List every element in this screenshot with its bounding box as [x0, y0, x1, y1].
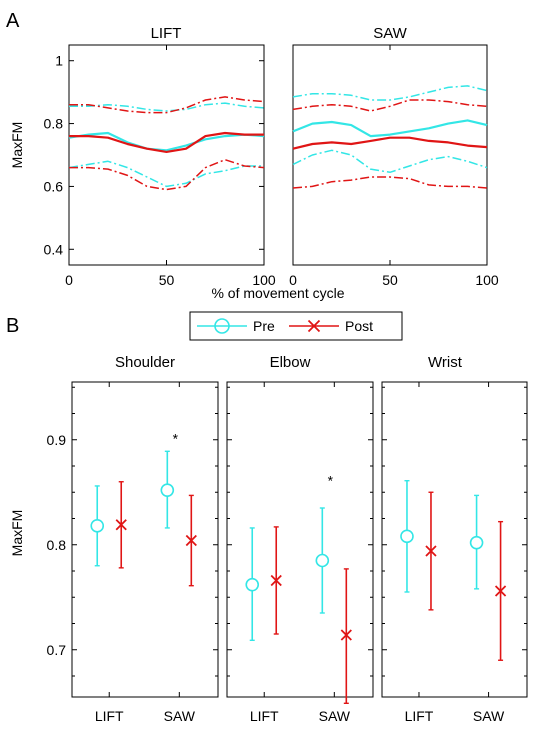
a-lift-post-mean-line-3: [69, 131, 264, 153]
a-lift-xtick-label-2: 100: [252, 272, 276, 288]
b-elbow-post-marker-1: [340, 629, 352, 641]
chart-b-elbow-plot: LIFT SAW *: [226, 381, 374, 724]
a-saw-frame: [292, 44, 488, 266]
chart-b-shoulder-plot: 0.7 0.8 0.9 LIFT SAW *: [47, 381, 219, 724]
b-shoulder-post-marker-0: [115, 519, 127, 531]
b-shoulder-pre-marker-1: [160, 483, 175, 497]
b-shoulder-ytick-label-1: 0.8: [47, 537, 67, 553]
legend-pre-marker: [214, 318, 230, 334]
chart-b-shoulder: Shoulder 0.7 0.8 0.9 LIFT SAW * MaxFM: [9, 354, 219, 724]
chart-a-lift-plot: 0.4 0.6 0.8 1 0 50 100: [44, 44, 276, 288]
chart-a-ylabel: MaxFM: [9, 122, 25, 169]
b-wrist-category-label-1: SAW: [473, 708, 505, 724]
a-lift-post-band-line-4: [69, 96, 265, 114]
b-shoulder-ytick-label-0: 0.7: [47, 642, 67, 658]
chart-a-saw: SAW 0 50 100: [289, 25, 499, 288]
a-lift-ytick-label-1: 0.6: [44, 178, 64, 194]
b-wrist-post-marker-1: [494, 585, 507, 597]
chart-b-elbow: Elbow LIFT SAW *: [226, 354, 374, 724]
legend-post-label: Post: [345, 318, 373, 334]
a-saw-xtick-label-0: 0: [289, 272, 297, 288]
chart-a-saw-plot: 0 50 100: [289, 44, 499, 288]
a-saw-pre-band-line-1: [292, 85, 488, 101]
chart-b-wrist-title: Wrist: [428, 354, 463, 371]
b-elbow-post-marker-0: [270, 574, 282, 587]
b-wrist-pre-marker-0: [400, 529, 414, 544]
b-shoulder-pre-marker-0: [90, 519, 105, 533]
b-elbow-category-label-0: LIFT: [250, 708, 279, 724]
b-shoulder-significance-mark-0: *: [173, 431, 179, 447]
chart-b-ylabel: MaxFM: [9, 510, 25, 557]
chart-b-elbow-title: Elbow: [270, 354, 311, 371]
a-lift-pre-band-line-2: [68, 160, 264, 188]
a-lift-ytick-label-3: 1: [55, 53, 63, 69]
legend: Pre Post: [189, 311, 403, 341]
b-shoulder-ytick-label-2: 0.9: [47, 432, 67, 448]
a-saw-post-band-line-5: [292, 176, 488, 189]
legend-post-marker: [307, 319, 321, 333]
b-shoulder-category-label-1: SAW: [164, 708, 196, 724]
a-saw-xtick-label-1: 50: [382, 272, 398, 288]
a-lift-xtick-label-0: 0: [65, 272, 73, 288]
a-lift-post-band-line-5: [69, 158, 265, 191]
a-lift-pre-mean-line-0: [68, 131, 265, 152]
a-lift-frame: [68, 44, 265, 266]
b-elbow-frame: [226, 381, 374, 698]
chart-a-lift: LIFT 0.4 0.6 0.8 1 0 50 100 MaxFM: [9, 25, 276, 288]
a-saw-post-mean-line-3: [292, 136, 488, 150]
chart-a-xlabel: % of movement cycle: [211, 285, 344, 301]
panel-label-b: B: [6, 315, 19, 337]
chart-a-lift-title: LIFT: [151, 25, 182, 42]
a-saw-pre-band-line-2: [292, 149, 488, 174]
a-saw-post-band-line-4: [292, 99, 488, 112]
a-lift-ytick-label-0: 0.4: [44, 241, 64, 257]
chart-b-wrist-plot: LIFT SAW: [381, 381, 528, 724]
a-saw-pre-mean-line-0: [292, 119, 488, 138]
b-elbow-significance-mark-0: *: [328, 473, 334, 489]
b-shoulder-post-marker-1: [185, 534, 197, 547]
b-wrist-pre-marker-1: [469, 535, 484, 550]
chart-a-saw-title: SAW: [373, 25, 407, 42]
b-wrist-category-label-0: LIFT: [405, 708, 434, 724]
legend-pre-label: Pre: [253, 318, 275, 334]
a-saw-xtick-label-2: 100: [475, 272, 499, 288]
chart-b-shoulder-title: Shoulder: [115, 354, 175, 371]
b-shoulder-frame: [71, 381, 219, 698]
b-wrist-post-marker-0: [425, 545, 437, 557]
b-shoulder-category-label-0: LIFT: [95, 708, 124, 724]
chart-b-wrist: Wrist LIFT SAW: [381, 354, 528, 724]
b-wrist-frame: [381, 381, 528, 698]
a-lift-xtick-label-1: 50: [159, 272, 175, 288]
b-elbow-category-label-1: SAW: [319, 708, 351, 724]
b-elbow-pre-marker-1: [315, 553, 330, 568]
a-lift-pre-band-line-1: [69, 102, 265, 112]
a-lift-ytick-label-2: 0.8: [44, 116, 64, 132]
b-elbow-pre-marker-0: [245, 577, 260, 592]
panel-label-a: A: [6, 10, 20, 32]
